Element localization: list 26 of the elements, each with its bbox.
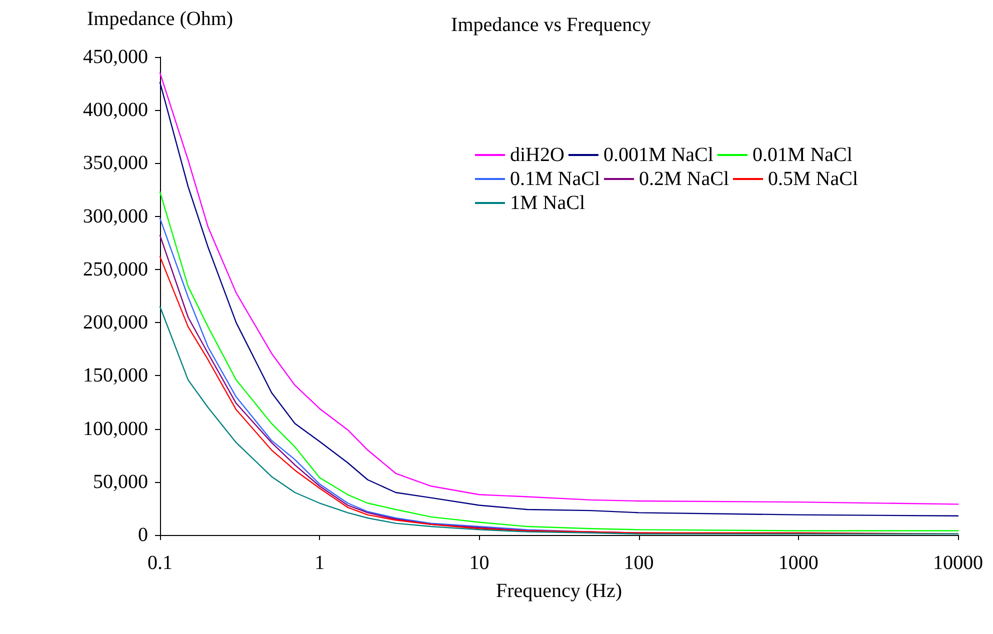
- y-tick-label: 200,000: [83, 312, 148, 334]
- y-tick-label: 400,000: [83, 99, 148, 122]
- legend-label: 0.01M NaCl: [752, 144, 853, 166]
- y-tick-label: 100,000: [83, 418, 148, 440]
- legend-label: 0.5M NaCl: [768, 168, 858, 190]
- y-tick-label: 150,000: [83, 364, 148, 387]
- y-tick-label: 250,000: [83, 258, 148, 280]
- x-axis-title: Frequency (Hz): [496, 580, 622, 602]
- y-tick-label: 450,000: [83, 46, 148, 68]
- y-tick-label: 0: [138, 524, 148, 546]
- legend-label: 0.1M NaCl: [510, 168, 600, 190]
- x-tick-label: 1: [314, 552, 325, 574]
- x-tick-label: 100: [624, 552, 654, 574]
- x-tick-label: 10000: [933, 552, 983, 574]
- legend-label: 0.2M NaCl: [639, 168, 730, 190]
- y-tick-label: 300,000: [83, 205, 148, 228]
- y-tick-label: 350,000: [83, 152, 148, 174]
- y-axis-title: Impedance (Ohm): [86, 8, 234, 30]
- legend-label: 1M NaCl: [510, 192, 586, 214]
- x-tick-label: 10: [469, 552, 490, 574]
- chart-title: Impedance vs Frequency: [451, 14, 651, 36]
- x-tick-label: 1000: [778, 552, 818, 574]
- y-tick-label: 50,000: [93, 470, 148, 493]
- x-tick-label: 0.1: [148, 552, 172, 574]
- legend-label: 0.001M NaCl: [603, 144, 714, 166]
- legend-label: diH2O: [510, 144, 564, 166]
